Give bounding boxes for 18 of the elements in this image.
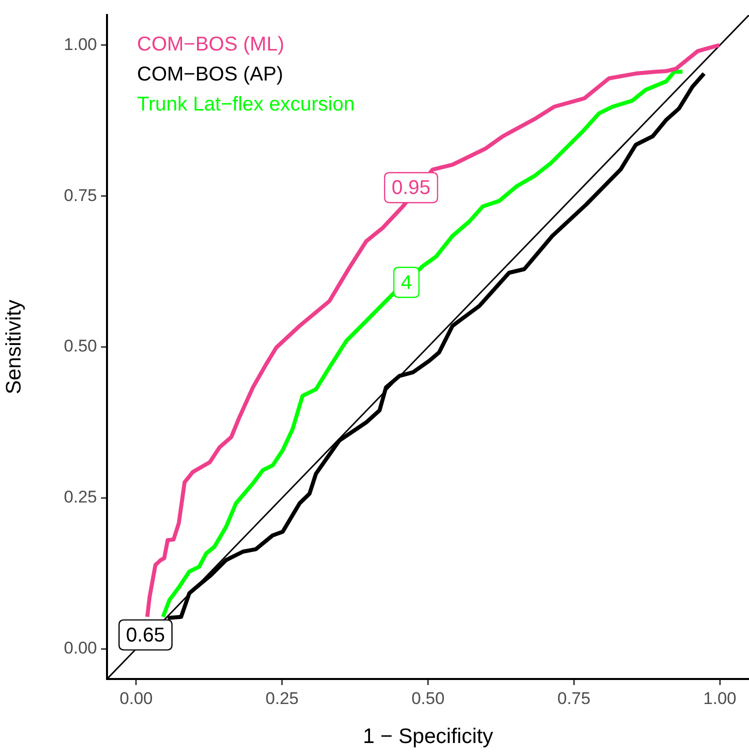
y-tick-label: 0.00 [64, 638, 97, 658]
annotation: 4 [400, 272, 412, 294]
x-tick-label: 0.50 [411, 688, 445, 708]
text: COM−BOS (ML) [137, 34, 284, 56]
y-tick-label: 0.75 [64, 186, 97, 205]
y-tick-label: 1.00 [64, 34, 97, 54]
y-tick-label: 0.50 [64, 336, 97, 356]
x-tick-label: 1.00 [703, 688, 736, 708]
x-tick-label: 0.75 [557, 688, 590, 708]
text: Trunk Lat−flex excursion [137, 94, 355, 116]
x-axis-title: 1 − Specificity [362, 725, 494, 748]
x-tick-label: 0.25 [266, 688, 299, 708]
text: COM−BOS (AP) [137, 64, 284, 86]
annotation: 0.95 [392, 177, 431, 200]
annotation: 0.65 [126, 624, 165, 646]
y-axis-title: Sensitivity [2, 299, 26, 394]
y-tick-label: 0.25 [64, 488, 97, 507]
x-tick-label: 0.00 [120, 688, 153, 708]
